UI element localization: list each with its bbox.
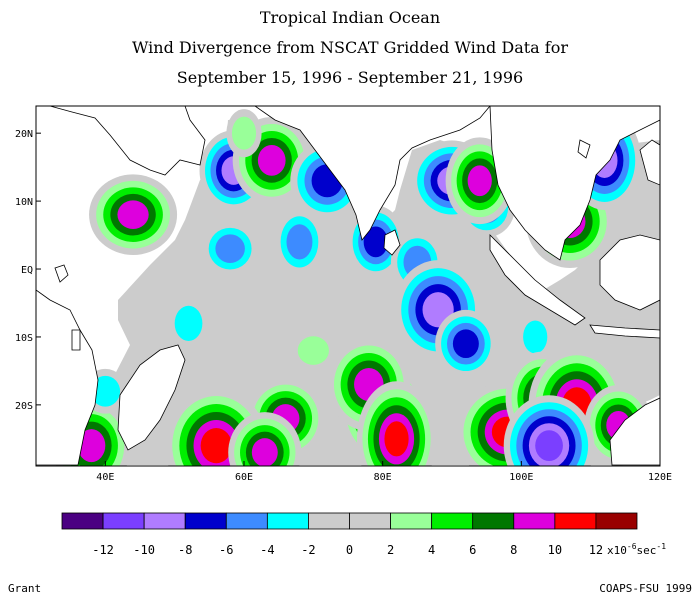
feature-13: [89, 174, 178, 255]
colorbar-label--12: -12: [92, 543, 114, 557]
colorbar-bin-6: [266, 512, 309, 530]
feature-2-contour-5: [257, 144, 286, 176]
y-tick-label-1: 10N: [15, 197, 33, 208]
island-3: [577, 139, 591, 159]
colorbar-bin-9: [390, 512, 433, 530]
feature-5: [201, 221, 259, 276]
feature-31-contour-2: [231, 116, 257, 150]
y-tick-label-0: 20N: [15, 129, 33, 140]
indochina-coast: [489, 106, 660, 261]
srilanka-coast: [383, 229, 401, 256]
sumatra-coast: [489, 234, 586, 326]
australia-coast: [609, 397, 660, 466]
feature-12: [168, 297, 209, 349]
feature-33-contour-2: [297, 336, 329, 365]
feature-16: [356, 381, 437, 466]
x-tick-label-80: 80E: [374, 472, 392, 483]
colorbar-units: x10-6sec-1: [607, 542, 666, 557]
feature-16-contour-6: [384, 421, 409, 457]
feature-29-contour-5: [251, 438, 278, 466]
chart-title-line1: Tropical Indian Ocean: [259, 8, 441, 27]
colorbar-label-4: 4: [428, 543, 435, 557]
feature-21: [584, 384, 653, 466]
feature-6-contour-4: [363, 226, 388, 258]
colorbar-label--8: -8: [178, 543, 192, 557]
feature-26: [445, 137, 514, 225]
colorbar-bin-1: [61, 512, 104, 530]
arabia-coast: [49, 106, 206, 176]
colorbar-label--10: -10: [133, 543, 155, 557]
x-tick-label-100: 100E: [509, 472, 533, 483]
chart-title-line2: Wind Divergence from NSCAT Gridded Wind …: [131, 38, 568, 57]
feature-11: [517, 312, 553, 361]
feature-5-contour-3: [215, 234, 245, 263]
colorbar-bin-4: [184, 512, 227, 530]
colorbar-bin-8: [349, 512, 391, 530]
credit-org: COAPS-FSU 1999: [599, 582, 692, 595]
feature-4-contour-3: [286, 224, 313, 260]
coastlines: [36, 106, 660, 466]
feature-13-contour-5: [117, 200, 149, 229]
chart-title-line3: September 15, 1996 - September 21, 1996: [176, 68, 524, 87]
axes: 40E 60E 80E 100E 120E 20N 10N EQ 10S 20S: [15, 129, 672, 483]
colorbar-bin-3: [143, 512, 186, 530]
java-coast: [589, 324, 660, 339]
y-tick-label-4: 20S: [15, 401, 33, 412]
colorbar: -12 -10 -8 -6 -4 -2 0 2 4 6 8 10 12 x10-6sec-1: [61, 512, 666, 557]
island-2: [71, 329, 81, 351]
colorbar-label-6: 6: [469, 543, 476, 557]
feature-9: [435, 309, 497, 378]
colorbar-bin-5: [225, 512, 268, 530]
colorbar-bin-11: [472, 512, 515, 530]
x-tick-label-60: 60E: [235, 472, 253, 483]
feature-31: [226, 109, 262, 158]
colorbar-label-8: 8: [510, 543, 517, 557]
feature-4: [274, 208, 325, 276]
y-tick-label-3: 10S: [15, 333, 33, 344]
africa-coast: [36, 106, 99, 466]
plot-frame: [35, 105, 661, 467]
colorbar-label--4: -4: [260, 543, 274, 557]
feature-26-contour-5: [467, 165, 492, 197]
feature-9-contour-4: [452, 329, 479, 359]
colorbar-bin-13: [554, 512, 597, 530]
feature-22: [503, 395, 595, 466]
feature-22-contour-6: [535, 430, 563, 462]
credit-author: Grant: [8, 582, 42, 595]
colorbar-bin-2: [102, 512, 145, 530]
colorbar-label-2: 2: [387, 543, 394, 557]
philippines-coast: [639, 139, 660, 186]
x-tick-label-40: 40E: [96, 472, 114, 483]
y-tick-label-2: EQ: [21, 265, 33, 276]
island-1: [54, 264, 69, 283]
borneo-coast: [599, 234, 660, 311]
madagascar-coast: [117, 344, 186, 451]
colorbar-bin-7: [308, 512, 350, 530]
india-coast: [254, 106, 491, 241]
colorbar-label--2: -2: [301, 543, 315, 557]
colorbar-label-0: 0: [346, 543, 353, 557]
feature-33: [290, 329, 337, 372]
feature-29: [228, 412, 302, 466]
colorbar-bin-10: [431, 512, 474, 530]
feature-28-contour-6: [200, 428, 232, 464]
feature-27-contour-5: [77, 429, 106, 463]
colorbar-label-10: 10: [548, 543, 562, 557]
colorbar-bin-14: [595, 512, 638, 530]
feature-12-contour-2: [174, 305, 203, 341]
colorbar-bin-12: [513, 512, 556, 530]
x-tick-label-120: 120E: [648, 472, 672, 483]
colorbar-label--6: -6: [219, 543, 233, 557]
colorbar-label-12: 12: [589, 543, 603, 557]
feature-11-contour-2: [523, 320, 548, 354]
